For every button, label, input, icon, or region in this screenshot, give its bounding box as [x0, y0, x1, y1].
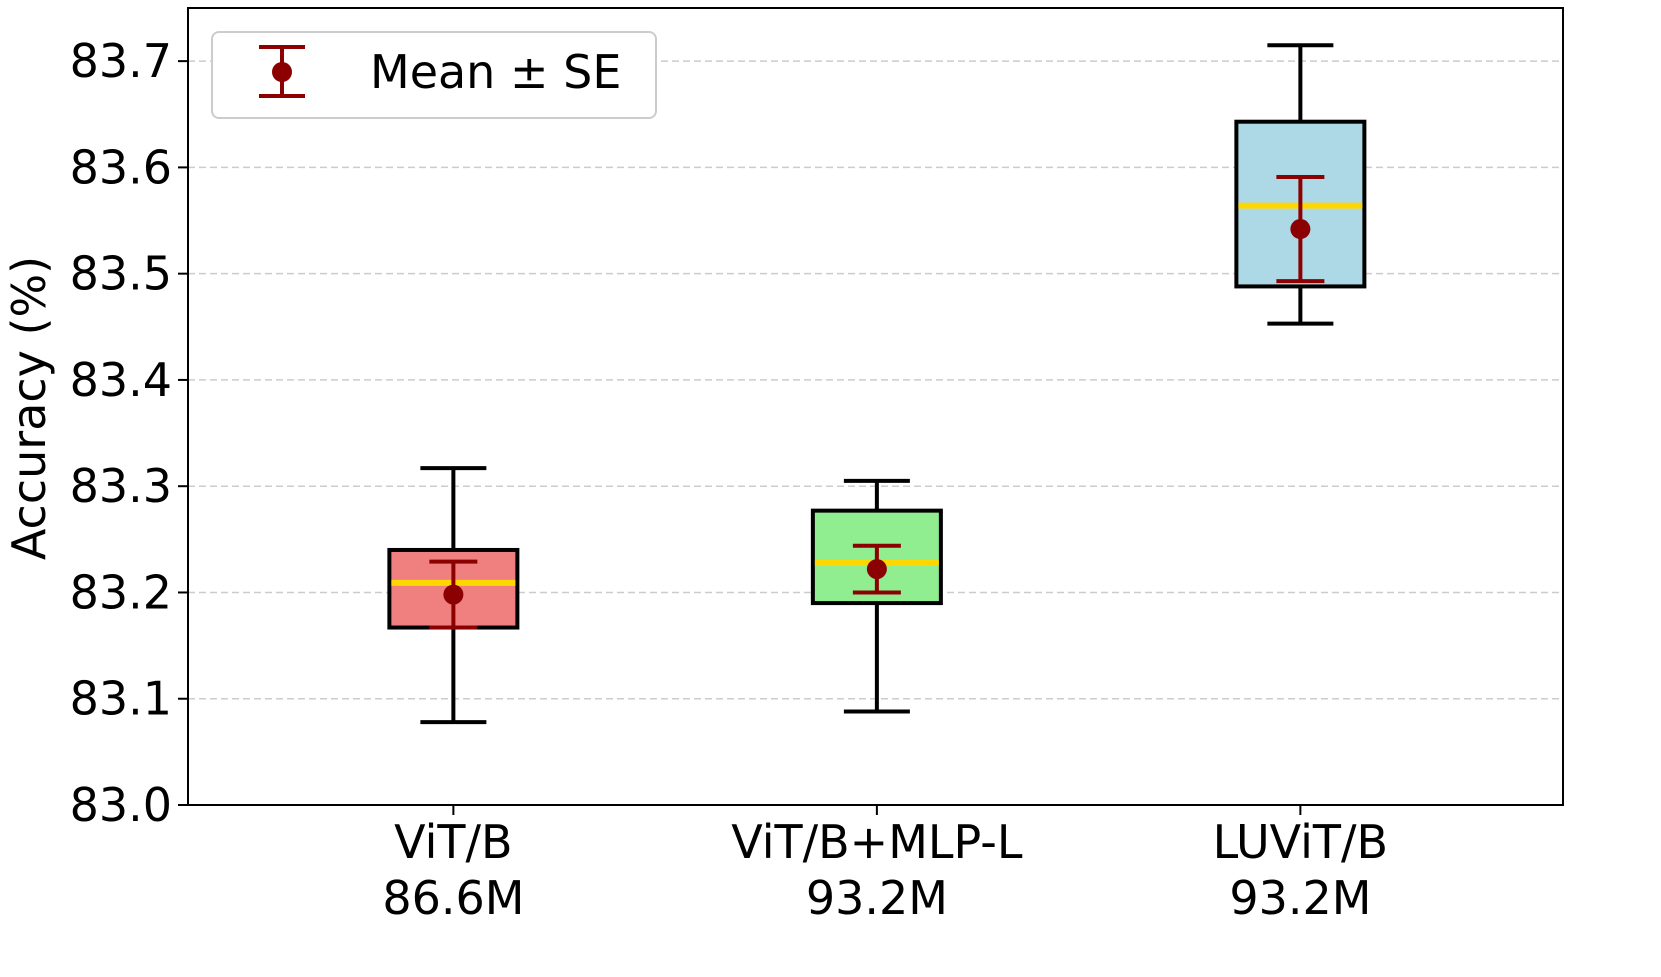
x-tick-label-name: LUViT/B	[1213, 815, 1388, 869]
x-tick-label-params: 93.2M	[1229, 871, 1371, 925]
y-axis-label: Accuracy (%)	[2, 256, 56, 560]
box-luvit-b	[1234, 43, 1367, 326]
mean-marker	[1290, 219, 1311, 240]
plot-frame	[187, 7, 1564, 806]
legend-frame	[211, 31, 657, 119]
x-tick-label-params: 93.2M	[806, 871, 948, 925]
y-tick-label: 83.5	[70, 247, 172, 301]
y-tick-label: 83.0	[70, 778, 172, 832]
x-tick-label-params: 86.6M	[382, 871, 524, 925]
y-tick-label: 83.4	[70, 353, 172, 407]
x-tick-label-name: ViT/B	[394, 815, 512, 869]
box-series	[387, 43, 1367, 725]
y-tick-label: 83.7	[70, 34, 172, 88]
box-vit-b-mlp-l	[810, 478, 943, 714]
box-vit-b	[387, 466, 520, 725]
legend-label: Mean ± SE	[370, 45, 621, 99]
mean-marker	[866, 559, 887, 580]
y-tick-label: 83.1	[70, 672, 172, 726]
legend: Mean ± SE	[211, 31, 657, 119]
x-tick-label-name: ViT/B+MLP-L	[731, 815, 1023, 869]
y-tick-label: 83.3	[70, 459, 172, 513]
y-axis: 83.0 83.1 83.2 83.3 83.4 83.5 83.6 83.7	[70, 34, 188, 832]
y-tick-label: 83.6	[70, 140, 172, 194]
y-tick-label: 83.2	[70, 565, 172, 619]
legend-mean-se-icon	[259, 45, 305, 98]
mean-marker	[443, 584, 464, 605]
